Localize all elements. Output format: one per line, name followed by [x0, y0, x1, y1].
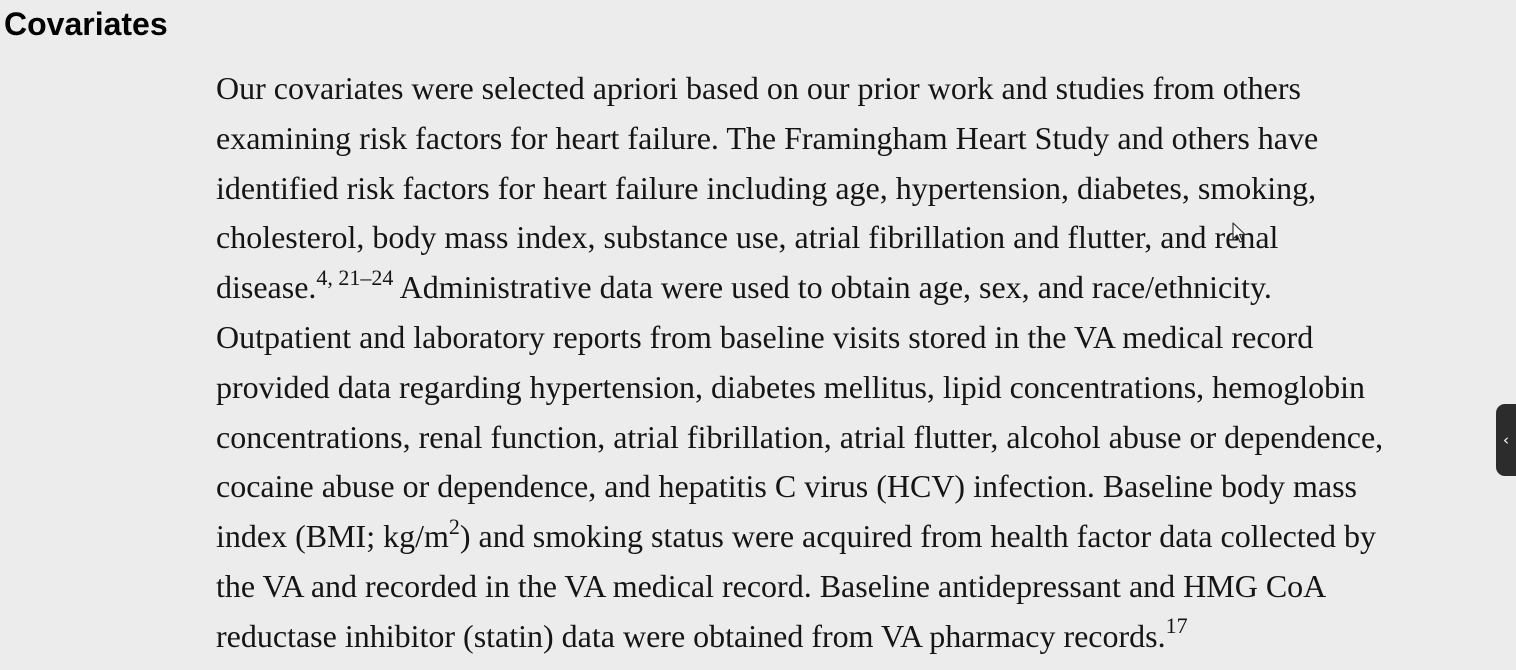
- line-text: reductase inhibitor (statin) data were o…: [216, 617, 1166, 654]
- paragraph-line: disease.4, 21–24 Administrative data wer…: [216, 263, 1516, 313]
- paragraph-line: Outpatient and laboratory reports from b…: [216, 313, 1516, 363]
- line-text: Administrative data were used to obtain …: [393, 269, 1272, 306]
- line-text: the VA and recorded in the VA medical re…: [216, 567, 1327, 604]
- line-text: index (BMI; kg/m: [216, 518, 449, 555]
- paragraph-line: cocaine abuse or dependence, and hepatit…: [216, 462, 1516, 512]
- line-text: cocaine abuse or dependence, and hepatit…: [216, 468, 1357, 505]
- mouse-pointer-icon: [1232, 222, 1246, 243]
- line-text: Our covariates were selected apriori bas…: [216, 70, 1301, 106]
- paragraph-line: cholesterol, body mass index, substance …: [216, 213, 1516, 263]
- citation-superscript[interactable]: 4, 21–24: [316, 264, 394, 290]
- line-text: disease.: [216, 269, 317, 306]
- line-text: Outpatient and laboratory reports from b…: [216, 318, 1314, 355]
- line-text: cholesterol, body mass index, substance …: [216, 219, 1279, 256]
- line-text: concentrations, renal function, atrial f…: [216, 418, 1384, 455]
- citation-superscript[interactable]: 17: [1165, 613, 1188, 639]
- chevron-left-icon: ‹: [1503, 431, 1509, 449]
- paragraph-line: Our covariates were selected apriori bas…: [216, 64, 1516, 114]
- line-text: examining risk factors for heart failure…: [216, 119, 1319, 156]
- collapse-panel-tab[interactable]: ‹: [1496, 404, 1516, 476]
- line-text: provided data regarding hypertension, di…: [216, 368, 1366, 405]
- paragraph-line: the VA and recorded in the VA medical re…: [216, 562, 1516, 612]
- paragraph-line: examining risk factors for heart failure…: [216, 114, 1516, 164]
- section-heading: Covariates: [4, 6, 168, 42]
- unit-superscript: 2: [448, 513, 460, 539]
- paragraph-line: identified risk factors for heart failur…: [216, 164, 1516, 214]
- paragraph-line: index (BMI; kg/m2) and smoking status we…: [216, 512, 1516, 562]
- paragraph-line: concentrations, renal function, atrial f…: [216, 413, 1516, 463]
- line-text: ) and smoking status were acquired from …: [459, 518, 1376, 555]
- paragraph: Our covariates were selected apriori bas…: [216, 64, 1516, 662]
- line-text: identified risk factors for heart failur…: [216, 169, 1317, 206]
- paragraph-line: reductase inhibitor (statin) data were o…: [216, 612, 1516, 662]
- paragraph-line: provided data regarding hypertension, di…: [216, 363, 1516, 413]
